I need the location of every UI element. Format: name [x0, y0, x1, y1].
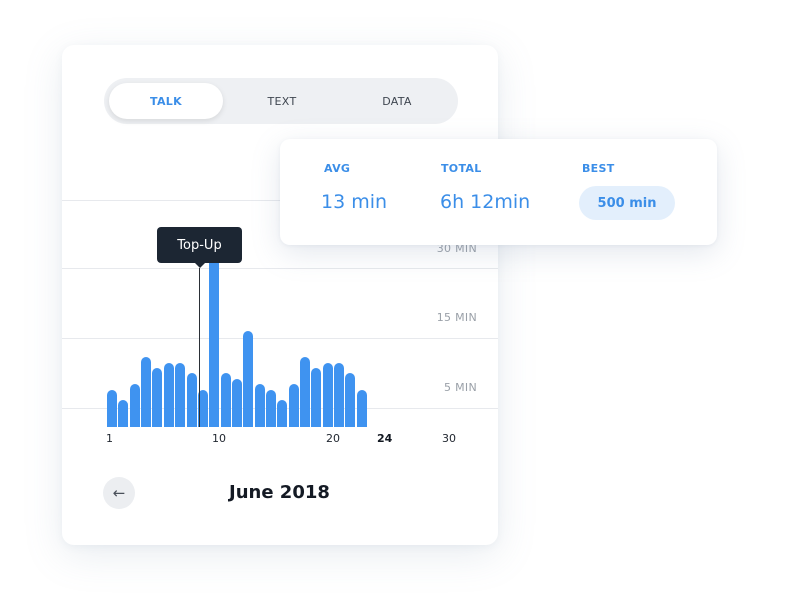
usage-bar-chart: 30 MIN 15 MIN 5 MIN Top-Up 1 10 20 24 30	[62, 45, 498, 545]
bar-day-20[interactable]	[322, 363, 333, 427]
y-label-5: 5 MIN	[444, 381, 477, 394]
bar-day-18[interactable]	[299, 357, 310, 427]
x-label-30: 30	[442, 432, 456, 445]
best-value-badge: 500 min	[579, 186, 675, 220]
y-label-15: 15 MIN	[436, 311, 477, 324]
top-up-tooltip: Top-Up	[157, 227, 242, 268]
x-label-10: 10	[212, 432, 226, 445]
bar-day-2[interactable]	[118, 400, 129, 427]
month-title: June 2018	[229, 482, 330, 503]
best-label: BEST	[582, 162, 615, 175]
usage-card: TALK TEXT DATA 30 MIN 15 MIN 5 MIN Top-U…	[62, 45, 498, 545]
top-up-marker-line	[199, 268, 200, 427]
bar-day-17[interactable]	[288, 384, 299, 427]
total-value: 6h 12min	[440, 191, 531, 213]
tab-data[interactable]: DATA	[382, 94, 412, 108]
tab-text[interactable]: TEXT	[267, 94, 297, 108]
bar-day-5[interactable]	[152, 368, 163, 427]
stats-summary-card: AVG 13 min TOTAL 6h 12min BEST 500 min	[280, 139, 717, 245]
bar-day-4[interactable]	[141, 357, 151, 427]
bar-day-7[interactable]	[175, 363, 186, 427]
bar-day-12[interactable]	[231, 379, 242, 427]
bar-day-11[interactable]	[220, 373, 231, 427]
bar-day-9[interactable]	[197, 390, 208, 427]
bar-day-21[interactable]	[334, 363, 344, 427]
x-label-24-today: 24	[377, 432, 393, 445]
bar-day-13[interactable]	[243, 331, 254, 427]
x-label-20: 20	[326, 432, 340, 445]
y-label-30: 30 MIN	[436, 242, 477, 255]
avg-label: AVG	[324, 162, 351, 175]
total-label: TOTAL	[441, 162, 482, 175]
gridline	[62, 268, 498, 269]
bar-day-15[interactable]	[265, 390, 276, 427]
bar-day-22[interactable]	[345, 373, 356, 427]
bar-day-10[interactable]	[209, 229, 220, 427]
bar-day-3[interactable]	[129, 384, 140, 427]
avg-value: 13 min	[321, 191, 388, 213]
bar-day-23[interactable]	[356, 390, 367, 427]
previous-month-button[interactable]: ←	[103, 477, 135, 509]
arrow-left-icon: ←	[112, 484, 126, 502]
x-label-1: 1	[106, 432, 113, 445]
bar-day-16[interactable]	[277, 400, 288, 427]
bar-day-1[interactable]	[107, 390, 117, 427]
tab-talk[interactable]: TALK	[109, 83, 223, 119]
bar-day-14[interactable]	[254, 384, 265, 427]
bar-day-6[interactable]	[163, 363, 174, 427]
bar-day-19[interactable]	[311, 368, 322, 427]
bar-day-8[interactable]	[186, 373, 197, 427]
usage-type-tabs: TALK TEXT DATA	[104, 78, 458, 124]
gridline	[62, 338, 498, 339]
